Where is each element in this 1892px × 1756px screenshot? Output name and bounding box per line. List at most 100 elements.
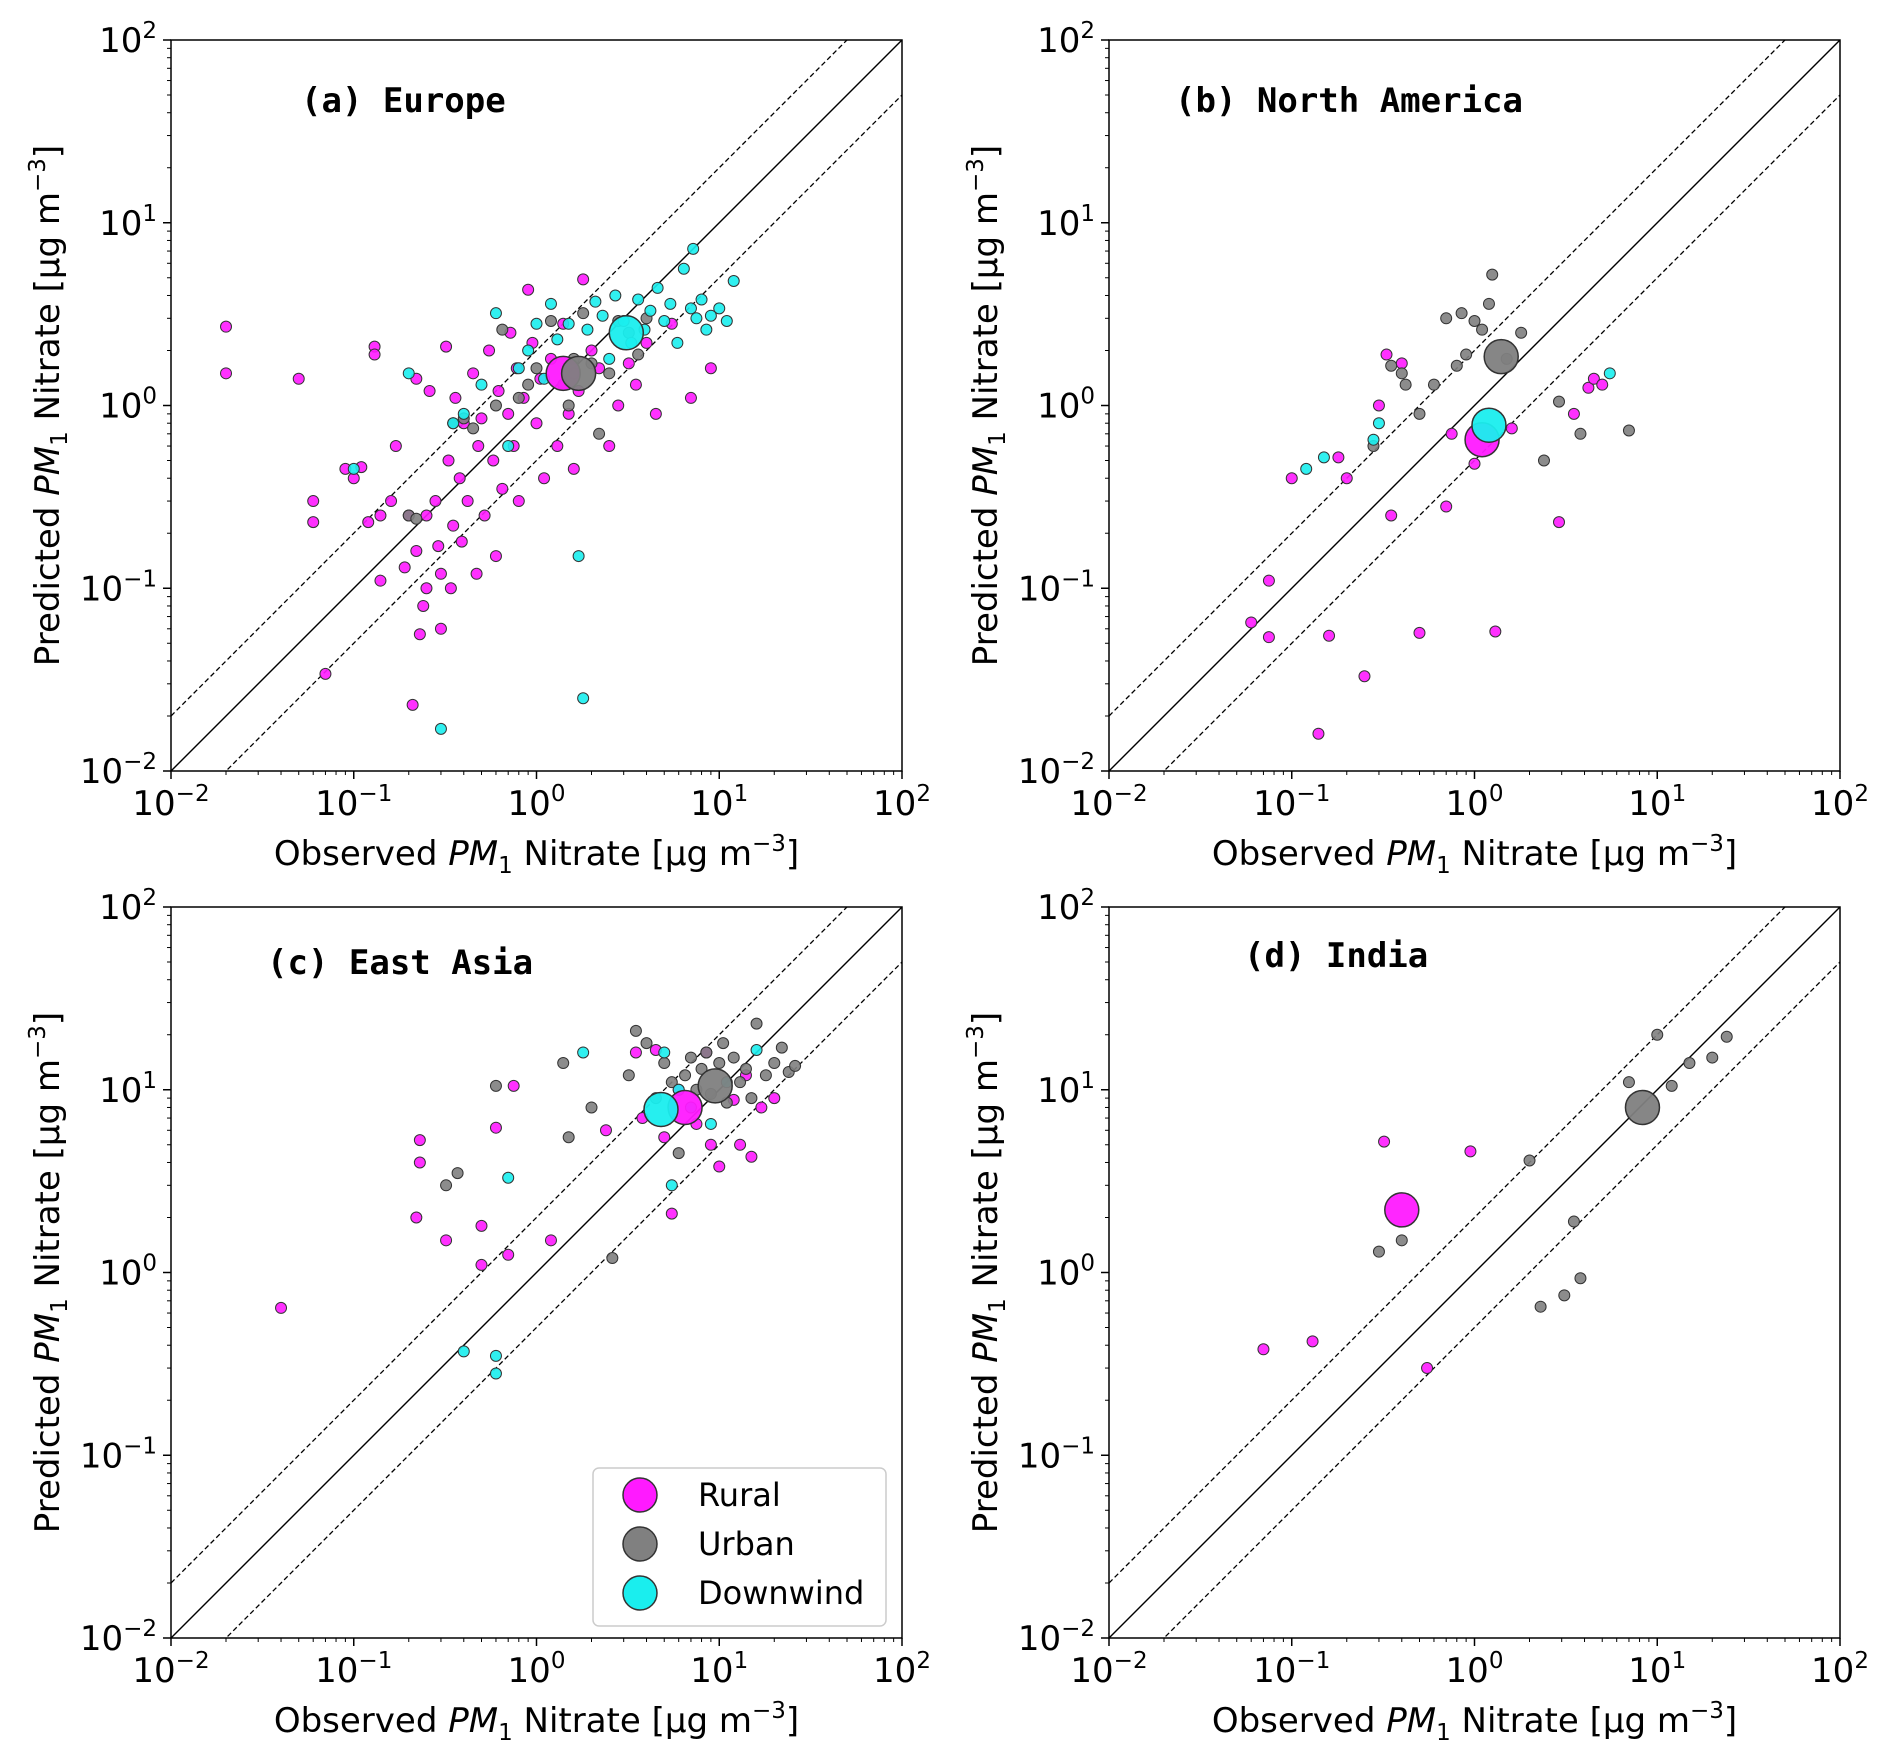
- point-urban: [700, 1046, 713, 1059]
- panel-title: (a) Europe: [301, 81, 506, 121]
- point-rural: [440, 340, 453, 353]
- point-rural: [368, 348, 381, 361]
- point-downwind: [502, 440, 515, 453]
- point-downwind: [447, 417, 460, 430]
- point-rural: [665, 1207, 678, 1220]
- point-downwind: [544, 297, 557, 310]
- mean-point-downwind: [643, 1091, 679, 1128]
- point-downwind: [671, 336, 684, 349]
- point-rural: [538, 472, 551, 485]
- y-tick-label: 100: [1037, 384, 1095, 427]
- point-urban: [440, 1179, 453, 1192]
- point-urban: [577, 307, 590, 320]
- point-downwind: [687, 242, 700, 255]
- point-urban: [1399, 378, 1412, 391]
- x-tick-label: 100: [1446, 781, 1504, 824]
- point-downwind: [572, 550, 585, 563]
- chart-panel-a: 10−210−2 10−1 10−1 100 100 101 101 102 102 Observ…: [25, 18, 931, 879]
- point-rural: [307, 495, 320, 508]
- point-downwind: [562, 317, 575, 330]
- point-rural: [1257, 1343, 1270, 1356]
- x-tick-label: 10−1: [315, 1648, 392, 1691]
- panel-title: (b) North America: [1175, 81, 1523, 121]
- one-to-one-line: [1109, 907, 1840, 1638]
- point-urban: [640, 1037, 653, 1050]
- point-rural: [492, 385, 505, 398]
- point-rural: [410, 544, 423, 557]
- point-rural: [734, 1138, 747, 1151]
- point-rural: [704, 1138, 717, 1151]
- point-rural: [461, 495, 474, 508]
- panel-title: (d) India: [1244, 936, 1428, 976]
- point-urban: [1574, 1272, 1587, 1285]
- point-rural: [1505, 422, 1518, 435]
- point-rural: [444, 582, 457, 595]
- y-tick-label: 10−1: [80, 566, 157, 609]
- point-rural: [1587, 372, 1600, 385]
- point-urban: [658, 1057, 671, 1070]
- point-rural: [551, 440, 564, 453]
- point-downwind: [581, 323, 594, 336]
- point-urban: [1476, 323, 1489, 336]
- point-rural: [374, 509, 387, 522]
- point-rural: [1553, 516, 1566, 529]
- y-tick-label: 101: [99, 1068, 157, 1111]
- x-tick-label: 10−1: [1253, 781, 1330, 824]
- point-urban: [496, 323, 509, 336]
- point-downwind: [704, 309, 717, 322]
- point-urban: [1440, 312, 1453, 325]
- upper-factor-two-line: [1109, 907, 1786, 1584]
- point-downwind: [489, 1367, 502, 1380]
- point-urban: [1553, 395, 1566, 408]
- legend-marker-urban: [622, 1526, 658, 1562]
- upper-factor-two-line: [171, 907, 848, 1584]
- point-rural: [489, 550, 502, 563]
- point-rural: [413, 1156, 426, 1169]
- upper-factor-two-line: [1109, 40, 1786, 717]
- y-tick-label: 100: [99, 384, 157, 427]
- one-to-one-line: [171, 40, 902, 771]
- point-urban: [522, 378, 535, 391]
- mean-point-urban: [697, 1068, 733, 1104]
- point-rural: [1385, 509, 1398, 522]
- y-tick-label: 10−2: [1018, 1616, 1095, 1659]
- point-rural: [385, 495, 398, 508]
- point-rural: [629, 378, 642, 391]
- point-downwind: [665, 1179, 678, 1192]
- y-tick-label: 102: [1037, 885, 1095, 928]
- reference-lines: [1109, 40, 1840, 771]
- x-tick-label: 102: [1811, 781, 1869, 824]
- point-downwind: [530, 317, 543, 330]
- point-rural: [1262, 631, 1275, 644]
- point-rural: [1489, 625, 1502, 638]
- point-urban: [789, 1059, 802, 1072]
- point-rural: [522, 283, 535, 296]
- x-tick-label: 101: [690, 1648, 748, 1691]
- data-points: [275, 1017, 802, 1380]
- point-downwind: [704, 1117, 717, 1130]
- point-rural: [1262, 574, 1275, 587]
- point-rural: [440, 1234, 453, 1247]
- point-urban: [530, 362, 543, 375]
- x-tick-label: 102: [873, 1648, 931, 1691]
- ticks: [1101, 906, 1841, 1646]
- point-rural: [1440, 500, 1453, 513]
- point-urban: [1482, 297, 1495, 310]
- point-urban: [544, 314, 557, 327]
- x-tick-label: 101: [690, 781, 748, 824]
- point-urban: [622, 1069, 635, 1082]
- point-urban: [603, 367, 616, 380]
- point-rural: [1372, 399, 1385, 412]
- point-rural: [658, 1131, 671, 1144]
- point-urban: [717, 1037, 730, 1050]
- data-points: [220, 242, 740, 735]
- point-urban: [679, 1069, 692, 1082]
- point-rural: [478, 509, 491, 522]
- y-tick-label: 10−2: [80, 749, 157, 792]
- point-rural: [502, 1248, 515, 1261]
- legend-label-urban: Urban: [698, 1525, 795, 1563]
- point-rural: [420, 582, 433, 595]
- point-urban: [585, 1101, 598, 1114]
- point-rural: [567, 462, 580, 475]
- point-rural: [1332, 451, 1345, 464]
